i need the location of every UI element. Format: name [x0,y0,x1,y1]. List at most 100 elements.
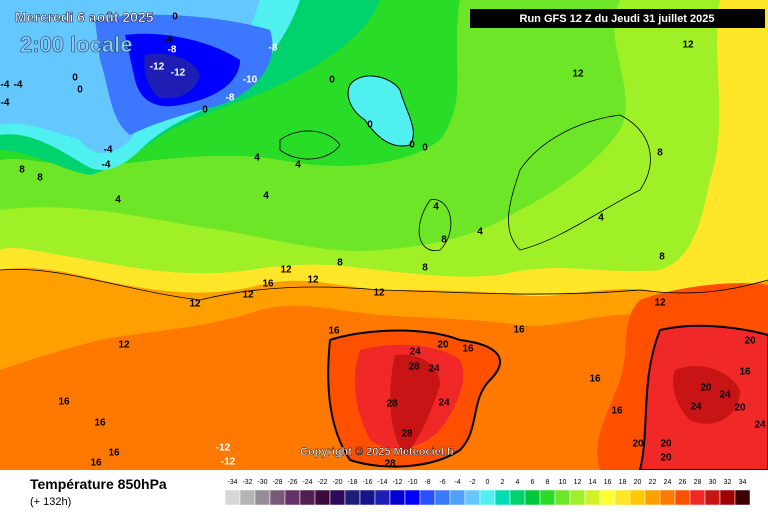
contour-label: 0 [77,85,83,96]
contour-label: -4 [104,145,113,156]
scale-tick-label: -2 [469,479,475,486]
contour-label: -4 [14,80,23,91]
scale-tick-label: -30 [257,479,267,486]
footer-subtitle: (+ 132h) [30,496,71,508]
date: Mercredi 6 août 2025 [15,9,154,25]
scale-tick-label: 18 [619,479,627,486]
coastline [279,114,651,252]
contour-label: 24 [690,402,702,413]
scale-tick-label: -32 [242,479,252,486]
scale-cell [269,489,286,506]
scale-cell [659,489,676,506]
contour-label: -4 [1,98,10,109]
contour-label: -12 [150,62,165,73]
scale-cell [584,489,601,506]
contour-label: -8 [226,93,235,104]
run-box [470,9,765,28]
contour-label: 16 [739,367,751,378]
contour-label: 28 [408,362,420,373]
scale-cell [509,489,526,506]
contour-label: -12 [216,443,231,454]
scale-tick-label: -20 [332,479,342,486]
scale-cell [524,489,541,506]
contour-label: -4 [1,80,10,91]
contour-label: 24 [754,420,766,431]
contour-label: 16 [58,397,70,408]
contour-label: -10 [243,75,258,86]
scale-cell [404,489,421,506]
contour-label: 4 [115,195,121,206]
contour-label: 28 [384,459,396,470]
contour-label: 8 [337,258,343,269]
scale-cell [374,489,391,506]
contour-label: 0 [367,120,373,131]
contour-label: 20 [660,453,672,464]
copyright: Copyright © 2025 Meteociel.fr [300,446,456,458]
scale-tick-label: 14 [589,479,597,486]
scale-tick-label: 30 [709,479,717,486]
scale-tick-label: -34 [227,479,237,486]
contour-label: 24 [438,398,450,409]
scale-tick-label: 34 [739,479,747,486]
scale-tick-label: -26 [287,479,297,486]
contour-label: 16 [589,374,601,385]
contour-label: 12 [373,288,385,299]
scale-tick-label: 4 [516,479,520,486]
contour-label: 20 [744,336,756,347]
scale-tick-label: -4 [454,479,460,486]
contour-label: -4 [102,160,111,171]
scale-tick-label: 28 [694,479,702,486]
scale-tick-label: 24 [664,479,672,486]
region [347,75,414,147]
contour-label: 4 [295,160,301,171]
contour-label: 8 [422,263,428,274]
scale-cell [224,489,241,506]
scale-tick-label: 10 [559,479,567,486]
scale-cell [539,489,556,506]
scale-tick-label: -10 [407,479,417,486]
color-scale: -34 -32 -30 -28 -26 -24 -22 -20 -18 -16 -14 -12 -10-… [224,479,751,506]
scale-cell [359,489,376,506]
contour-label: 4 [433,202,439,213]
contour-label: 8 [19,165,25,176]
contour-label: 0 [422,143,428,154]
contour-label: 12 [242,290,254,301]
scale-cell [419,489,436,506]
contour-label: 24 [719,390,731,401]
contour-label: 28 [386,399,398,410]
scale-tick-label: 0 [486,479,490,486]
footer-title: Température 850hPa [30,476,167,492]
scale-cell [734,489,751,506]
region [390,354,440,455]
scale-cell [554,489,571,506]
scale-cell [389,489,406,506]
scale-tick-label: 16 [604,479,612,486]
scale-cell [329,489,346,506]
scale-cell [449,489,466,506]
scale-cell [464,489,481,506]
scale-cell [494,489,511,506]
contour-label: 8 [37,173,43,184]
scale-tick-label: -6 [439,479,445,486]
contour-label: -12 [221,457,236,468]
scale-tick-label: 22 [649,479,657,486]
scale-tick-label: -28 [272,479,282,486]
contour-label: 4 [477,227,483,238]
scale-cell [344,489,361,506]
contour-label: 16 [328,326,340,337]
scale-tick-label: 32 [724,479,732,486]
contour-label: 0 [202,105,208,116]
contour-label: 16 [262,279,274,290]
contour-label: 0 [172,12,178,23]
contour-label: 16 [513,325,525,336]
contour-label: 4 [598,213,604,224]
contour-label: -12 [171,68,186,79]
scale-tick-label: 8 [546,479,550,486]
contour-label: 12 [682,40,694,51]
contour-label: 8 [441,235,447,246]
contour-label: 8 [657,148,663,159]
map [0,0,768,471]
contour-label: 16 [108,448,120,459]
